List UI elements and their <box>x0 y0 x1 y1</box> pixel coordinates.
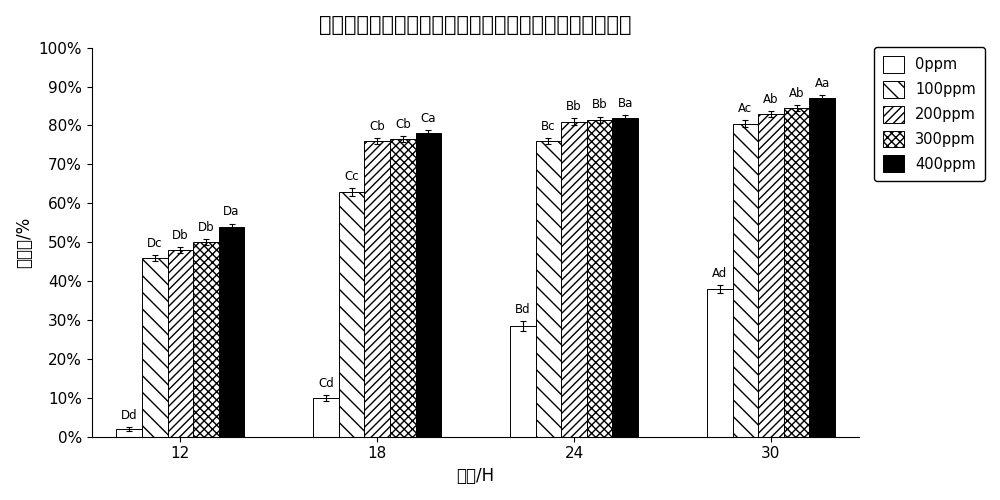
Text: Ab: Ab <box>789 87 804 100</box>
Text: Db: Db <box>198 221 214 234</box>
Bar <box>536 141 561 436</box>
Text: Ca: Ca <box>421 112 436 125</box>
Text: Ba: Ba <box>618 96 633 110</box>
Text: Dd: Dd <box>121 409 137 422</box>
Bar <box>313 398 339 436</box>
Text: Db: Db <box>172 229 189 242</box>
Bar <box>707 289 733 436</box>
Legend: 0ppm, 100ppm, 200ppm, 300ppm, 400ppm: 0ppm, 100ppm, 200ppm, 300ppm, 400ppm <box>874 47 985 181</box>
Bar <box>339 192 364 436</box>
Bar <box>733 124 758 436</box>
Text: Cb: Cb <box>369 120 385 133</box>
Bar <box>116 429 142 436</box>
Text: Cd: Cd <box>318 376 334 390</box>
Bar <box>784 108 809 436</box>
X-axis label: 时间/H: 时间/H <box>457 467 495 485</box>
Title: 在不同浓度乙醇作用下不同作用时间后球等鞭金藻沉降率: 在不同浓度乙醇作用下不同作用时间后球等鞭金藻沉降率 <box>319 15 632 35</box>
Bar <box>561 122 587 436</box>
Bar <box>142 258 168 436</box>
Bar <box>416 134 441 436</box>
Text: Cb: Cb <box>395 118 411 131</box>
Text: Da: Da <box>223 206 240 218</box>
Text: Ad: Ad <box>712 267 727 280</box>
Bar <box>193 242 219 436</box>
Text: Ac: Ac <box>738 102 752 116</box>
Bar <box>510 326 536 436</box>
Bar <box>390 139 416 436</box>
Text: Cc: Cc <box>344 170 359 182</box>
Text: Ab: Ab <box>763 92 779 106</box>
Bar <box>758 114 784 436</box>
Text: Bd: Bd <box>515 303 531 316</box>
Bar <box>219 226 244 436</box>
Bar <box>168 250 193 436</box>
Text: Bb: Bb <box>592 98 607 112</box>
Bar <box>587 120 612 436</box>
Bar <box>809 98 835 436</box>
Text: Aa: Aa <box>814 77 830 90</box>
Text: Dc: Dc <box>147 236 163 250</box>
Y-axis label: 沉降率/%: 沉降率/% <box>15 216 33 268</box>
Text: Bc: Bc <box>541 120 556 133</box>
Bar <box>364 141 390 436</box>
Bar <box>612 118 638 436</box>
Text: Bb: Bb <box>566 100 582 114</box>
